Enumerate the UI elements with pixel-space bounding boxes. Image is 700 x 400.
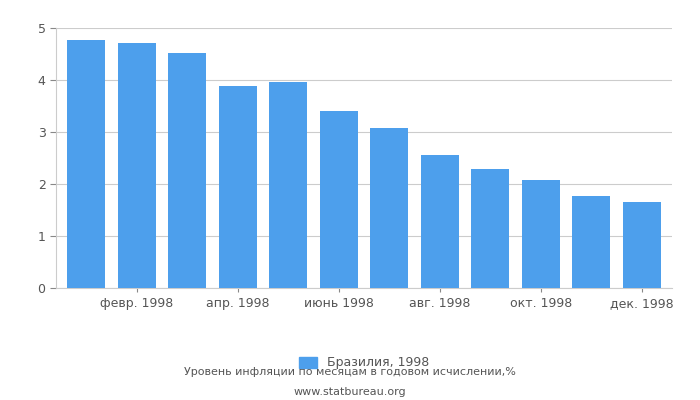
Bar — [219, 86, 257, 288]
Bar — [67, 40, 105, 288]
Bar — [522, 180, 560, 288]
Bar — [168, 54, 206, 288]
Bar — [471, 170, 509, 288]
Text: www.statbureau.org: www.statbureau.org — [294, 387, 406, 397]
Bar — [573, 196, 610, 288]
Bar — [421, 155, 458, 288]
Legend: Бразилия, 1998: Бразилия, 1998 — [293, 352, 435, 374]
Bar — [320, 111, 358, 288]
Bar — [623, 202, 661, 288]
Bar — [270, 82, 307, 288]
Text: Уровень инфляции по месяцам в годовом исчислении,%: Уровень инфляции по месяцам в годовом ис… — [184, 367, 516, 377]
Bar — [370, 128, 408, 288]
Bar — [118, 42, 155, 288]
